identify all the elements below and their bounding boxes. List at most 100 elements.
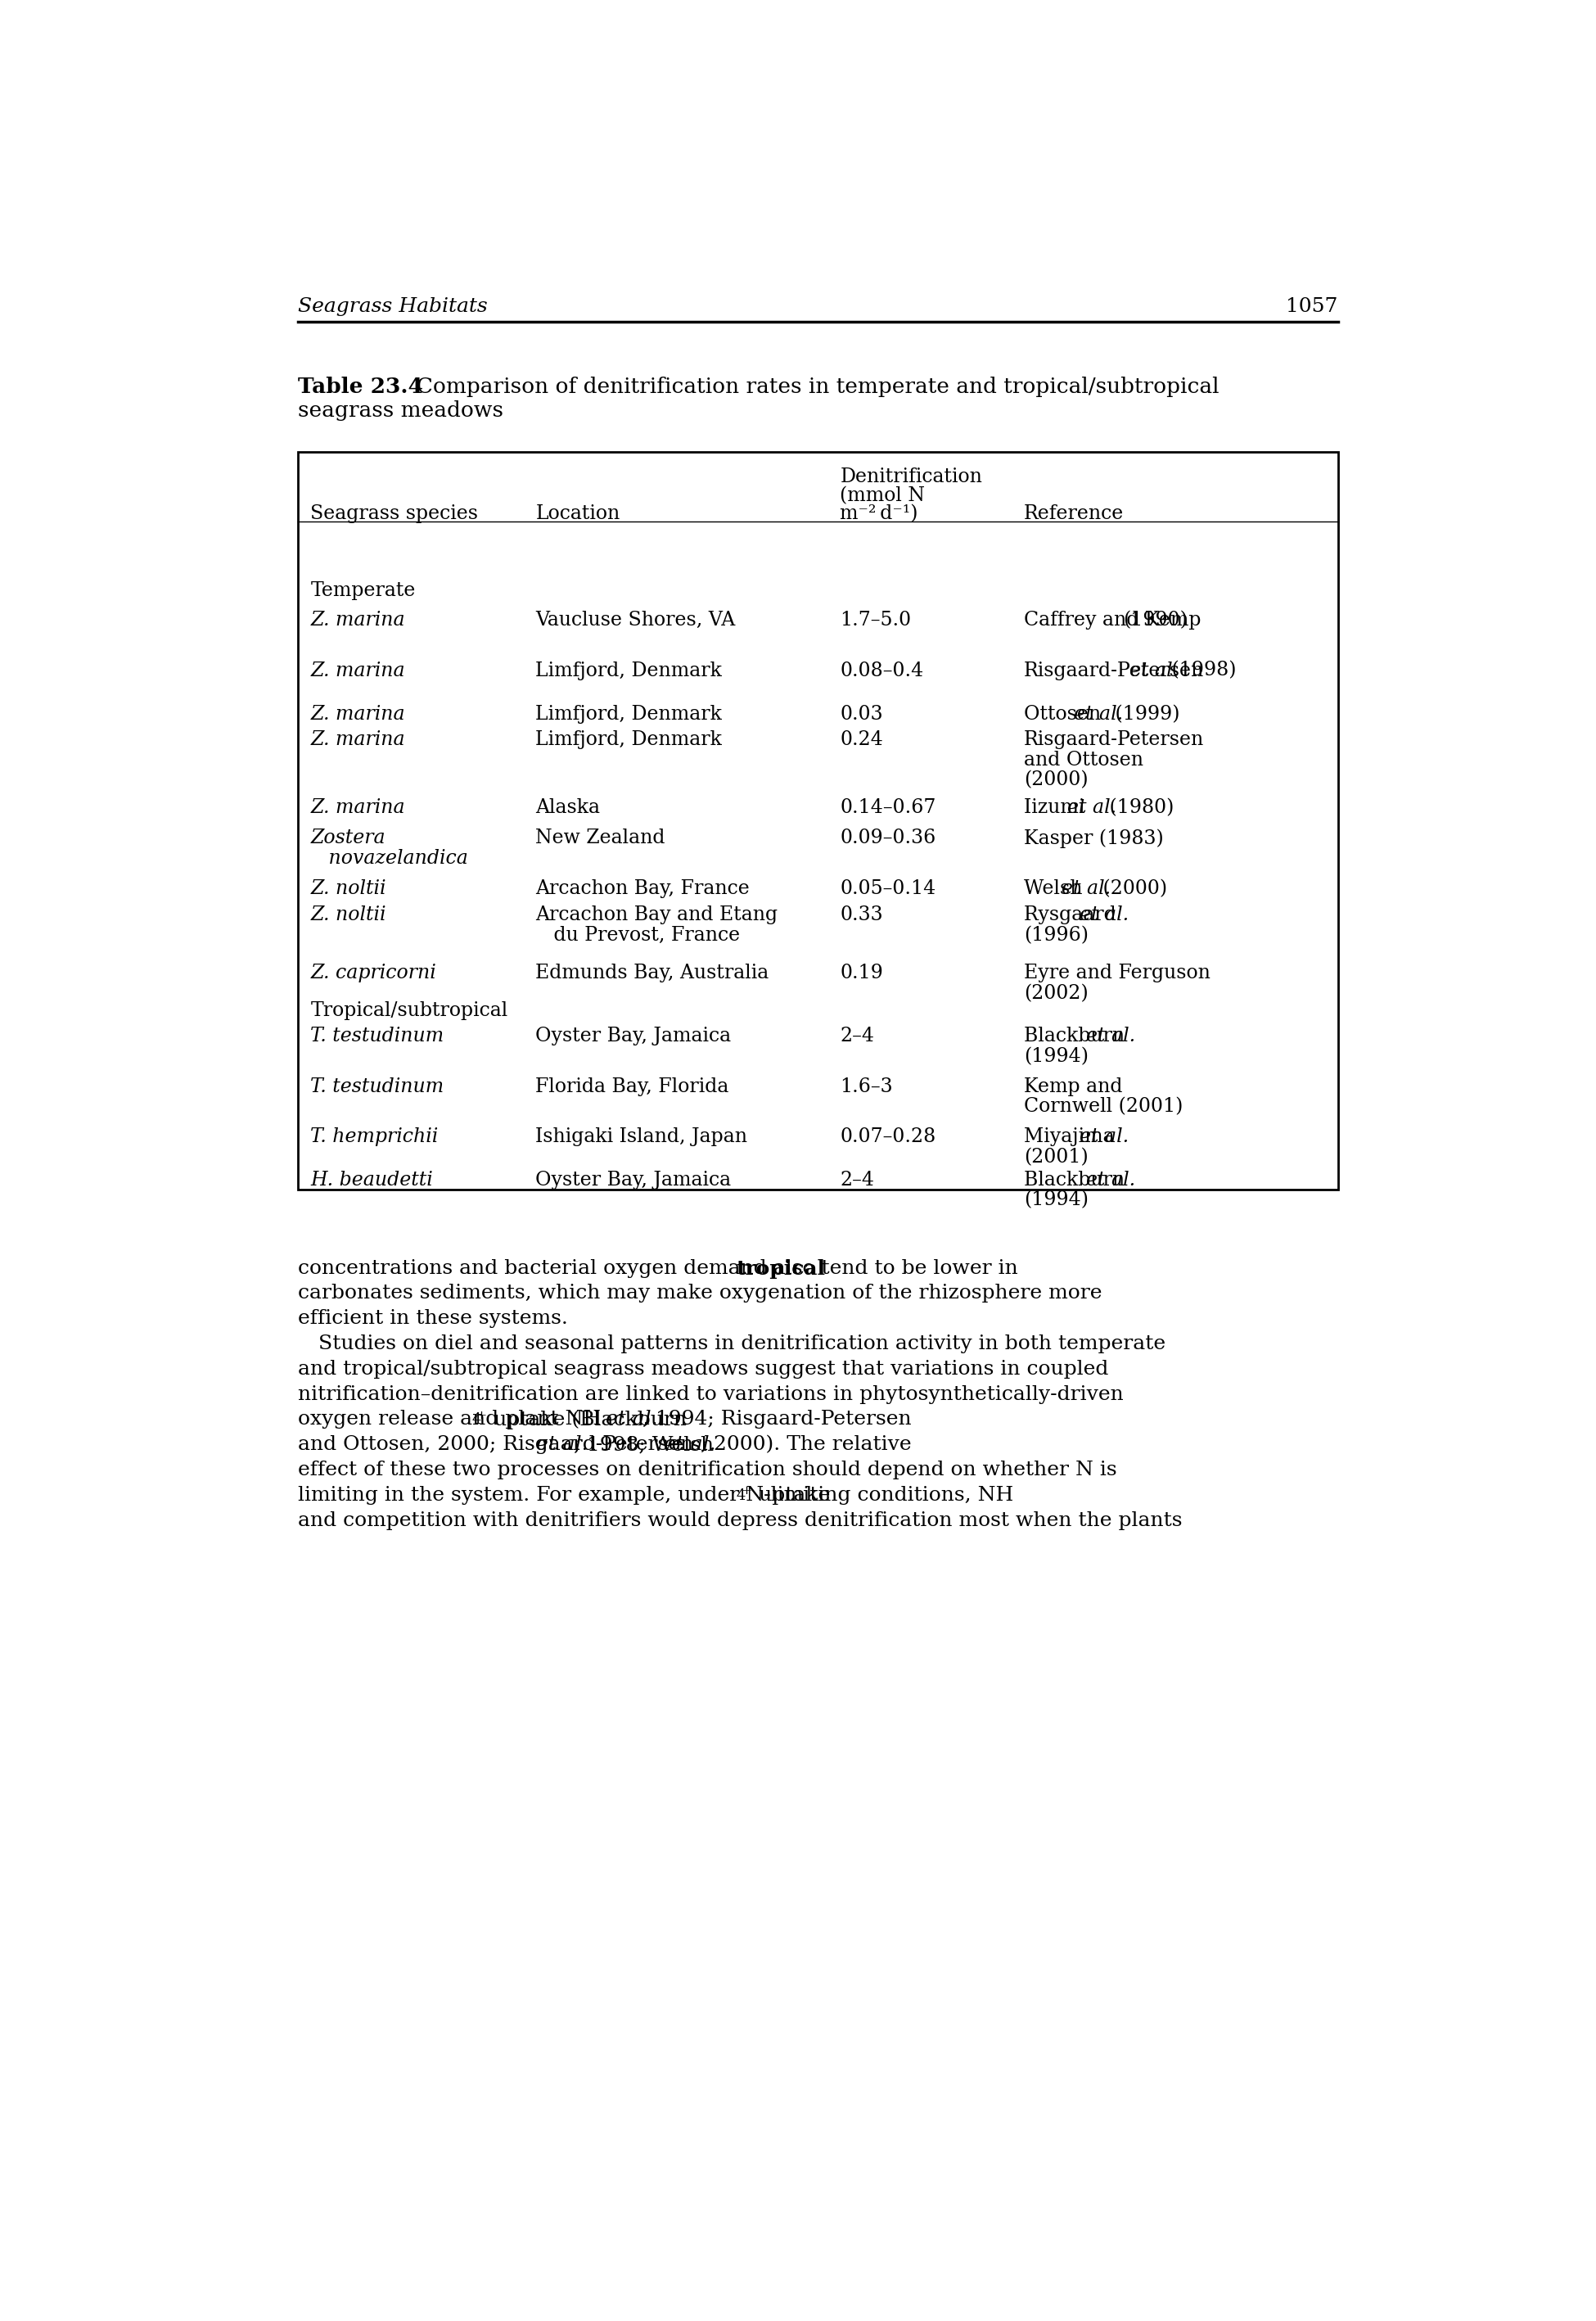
Text: Eyre and Ferguson: Eyre and Ferguson xyxy=(1025,963,1211,982)
Text: Reference: Reference xyxy=(1025,504,1124,522)
Text: 4: 4 xyxy=(472,1413,482,1427)
Text: Seagrass Habitats: Seagrass Habitats xyxy=(298,297,487,316)
Text: T. testudinum: T. testudinum xyxy=(311,1026,444,1047)
Text: ⁺ uptake (Blackburn: ⁺ uptake (Blackburn xyxy=(477,1411,694,1430)
Text: Caffrey and Kemp: Caffrey and Kemp xyxy=(1025,610,1202,629)
Text: ⁺ uptake: ⁺ uptake xyxy=(741,1485,830,1504)
Text: Blackburn: Blackburn xyxy=(1025,1026,1132,1047)
Text: et al.: et al. xyxy=(1080,905,1128,924)
Text: Location: Location xyxy=(536,504,621,522)
Text: et al.: et al. xyxy=(1087,1170,1135,1188)
Text: et al.: et al. xyxy=(1130,661,1179,680)
Text: Oyster Bay, Jamaica: Oyster Bay, Jamaica xyxy=(536,1170,731,1188)
Text: 0.19: 0.19 xyxy=(839,963,884,982)
Text: 0.05–0.14: 0.05–0.14 xyxy=(839,880,937,898)
Text: Z. noltii: Z. noltii xyxy=(311,905,386,924)
Text: effect of these two processes on denitrification should depend on whether N is: effect of these two processes on denitri… xyxy=(298,1460,1117,1478)
Text: (2000): (2000) xyxy=(1025,771,1088,789)
Text: T. testudinum: T. testudinum xyxy=(311,1077,444,1096)
Text: 2–4: 2–4 xyxy=(839,1026,875,1047)
Text: 1057: 1057 xyxy=(1286,297,1337,316)
Text: Vaucluse Shores, VA: Vaucluse Shores, VA xyxy=(536,610,736,629)
Text: Tropical/subtropical: Tropical/subtropical xyxy=(311,1003,508,1021)
Text: and tropical/subtropical seagrass meadows suggest that variations in coupled: and tropical/subtropical seagrass meadow… xyxy=(298,1360,1108,1379)
Text: efficient in these systems.: efficient in these systems. xyxy=(298,1309,568,1328)
Text: et al.: et al. xyxy=(1068,798,1117,817)
Text: (1994): (1994) xyxy=(1025,1047,1088,1065)
Text: Risgaard-Petersen: Risgaard-Petersen xyxy=(1025,661,1205,680)
Text: Florida Bay, Florida: Florida Bay, Florida xyxy=(536,1077,729,1096)
Text: carbonates sediments, which may make oxygenation of the rhizosphere more: carbonates sediments, which may make oxy… xyxy=(298,1284,1101,1302)
Text: 0.08–0.4: 0.08–0.4 xyxy=(839,661,924,680)
Text: Ishigaki Island, Japan: Ishigaki Island, Japan xyxy=(536,1128,747,1147)
Text: et al.: et al. xyxy=(1087,1026,1135,1047)
Text: T. hemprichii: T. hemprichii xyxy=(311,1128,439,1147)
Text: et al.: et al. xyxy=(1080,1128,1128,1147)
Text: et al.: et al. xyxy=(1061,880,1111,898)
Text: 0.24: 0.24 xyxy=(839,731,884,750)
Text: 0.33: 0.33 xyxy=(839,905,883,924)
Text: , 2000). The relative: , 2000). The relative xyxy=(701,1434,911,1455)
Text: Seagrass species: Seagrass species xyxy=(311,504,479,522)
Text: Arcachon Bay and Etang: Arcachon Bay and Etang xyxy=(536,905,779,924)
Bar xyxy=(298,453,1337,1188)
Text: m⁻² d⁻¹): m⁻² d⁻¹) xyxy=(839,504,918,522)
Text: Rysgaard: Rysgaard xyxy=(1025,905,1122,924)
Text: Miyajima: Miyajima xyxy=(1025,1128,1120,1147)
Text: et al.: et al. xyxy=(606,1411,658,1430)
Text: Limfjord, Denmark: Limfjord, Denmark xyxy=(536,661,721,680)
Text: oxygen release and plant NH: oxygen release and plant NH xyxy=(298,1411,600,1430)
Text: (1999): (1999) xyxy=(1109,706,1179,724)
Text: tropical: tropical xyxy=(736,1258,825,1279)
Text: Z. marina: Z. marina xyxy=(311,706,405,724)
Text: 0.09–0.36: 0.09–0.36 xyxy=(839,829,937,847)
Text: et al.: et al. xyxy=(664,1434,717,1455)
Text: Comparison of denitrification rates in temperate and tropical/subtropical: Comparison of denitrification rates in t… xyxy=(402,376,1219,397)
Text: and Ottosen: and Ottosen xyxy=(1025,750,1144,771)
Text: Risgaard-Petersen: Risgaard-Petersen xyxy=(1025,731,1205,750)
Text: and competition with denitrifiers would depress denitrification most when the pl: and competition with denitrifiers would … xyxy=(298,1511,1183,1530)
Text: Edmunds Bay, Australia: Edmunds Bay, Australia xyxy=(536,963,769,982)
Text: , 1998; Welsh: , 1998; Welsh xyxy=(573,1434,720,1455)
Text: (1994): (1994) xyxy=(1025,1191,1088,1209)
Text: and Ottosen, 2000; Risgaard-Petersen: and Ottosen, 2000; Risgaard-Petersen xyxy=(298,1434,699,1455)
Text: seagrass meadows: seagrass meadows xyxy=(298,399,503,420)
Text: Oyster Bay, Jamaica: Oyster Bay, Jamaica xyxy=(536,1026,731,1047)
Text: et al.: et al. xyxy=(536,1434,589,1455)
Text: 0.07–0.28: 0.07–0.28 xyxy=(839,1128,937,1147)
Text: Limfjord, Denmark: Limfjord, Denmark xyxy=(536,706,721,724)
Text: nitrification–denitrification are linked to variations in phytosynthetically-dri: nitrification–denitrification are linked… xyxy=(298,1386,1124,1404)
Text: Z. noltii: Z. noltii xyxy=(311,880,386,898)
Text: (1980): (1980) xyxy=(1103,798,1173,817)
Text: Iizumi: Iizumi xyxy=(1025,798,1092,817)
Text: limiting in the system. For example, under N-limiting conditions, NH: limiting in the system. For example, und… xyxy=(298,1485,1013,1504)
Text: (1996): (1996) xyxy=(1025,926,1088,945)
Text: Z. marina: Z. marina xyxy=(311,798,405,817)
Text: Cornwell (2001): Cornwell (2001) xyxy=(1025,1098,1183,1116)
Text: (2000): (2000) xyxy=(1096,880,1167,898)
Text: Alaska: Alaska xyxy=(536,798,600,817)
Text: Z. capricorni: Z. capricorni xyxy=(311,963,436,982)
Text: 1.7–5.0: 1.7–5.0 xyxy=(839,610,911,629)
Text: Ottosen: Ottosen xyxy=(1025,706,1108,724)
Text: et al.: et al. xyxy=(1074,706,1124,724)
Text: Z. marina: Z. marina xyxy=(311,610,405,629)
Text: Studies on diel and seasonal patterns in denitrification activity in both temper: Studies on diel and seasonal patterns in… xyxy=(298,1335,1165,1353)
Text: H. beaudetti: H. beaudetti xyxy=(311,1170,433,1188)
Text: Kemp and: Kemp and xyxy=(1025,1077,1122,1096)
Text: New Zealand: New Zealand xyxy=(536,829,666,847)
Text: 0.03: 0.03 xyxy=(839,706,883,724)
Text: (2002): (2002) xyxy=(1025,984,1088,1003)
Text: Welsh: Welsh xyxy=(1025,880,1088,898)
Text: 0.14–0.67: 0.14–0.67 xyxy=(839,798,937,817)
Text: Limfjord, Denmark: Limfjord, Denmark xyxy=(536,731,721,750)
Text: Z. marina: Z. marina xyxy=(311,661,405,680)
Text: (1990): (1990) xyxy=(1124,610,1187,629)
Text: , 1994; Risgaard-Petersen: , 1994; Risgaard-Petersen xyxy=(643,1411,911,1430)
Text: (1998): (1998) xyxy=(1165,661,1235,680)
Text: 4: 4 xyxy=(736,1488,745,1504)
Text: Zostera: Zostera xyxy=(311,829,386,847)
Text: Denitrification: Denitrification xyxy=(839,467,983,487)
Text: du Prevost, France: du Prevost, France xyxy=(536,926,741,945)
Text: Temperate: Temperate xyxy=(311,580,415,599)
